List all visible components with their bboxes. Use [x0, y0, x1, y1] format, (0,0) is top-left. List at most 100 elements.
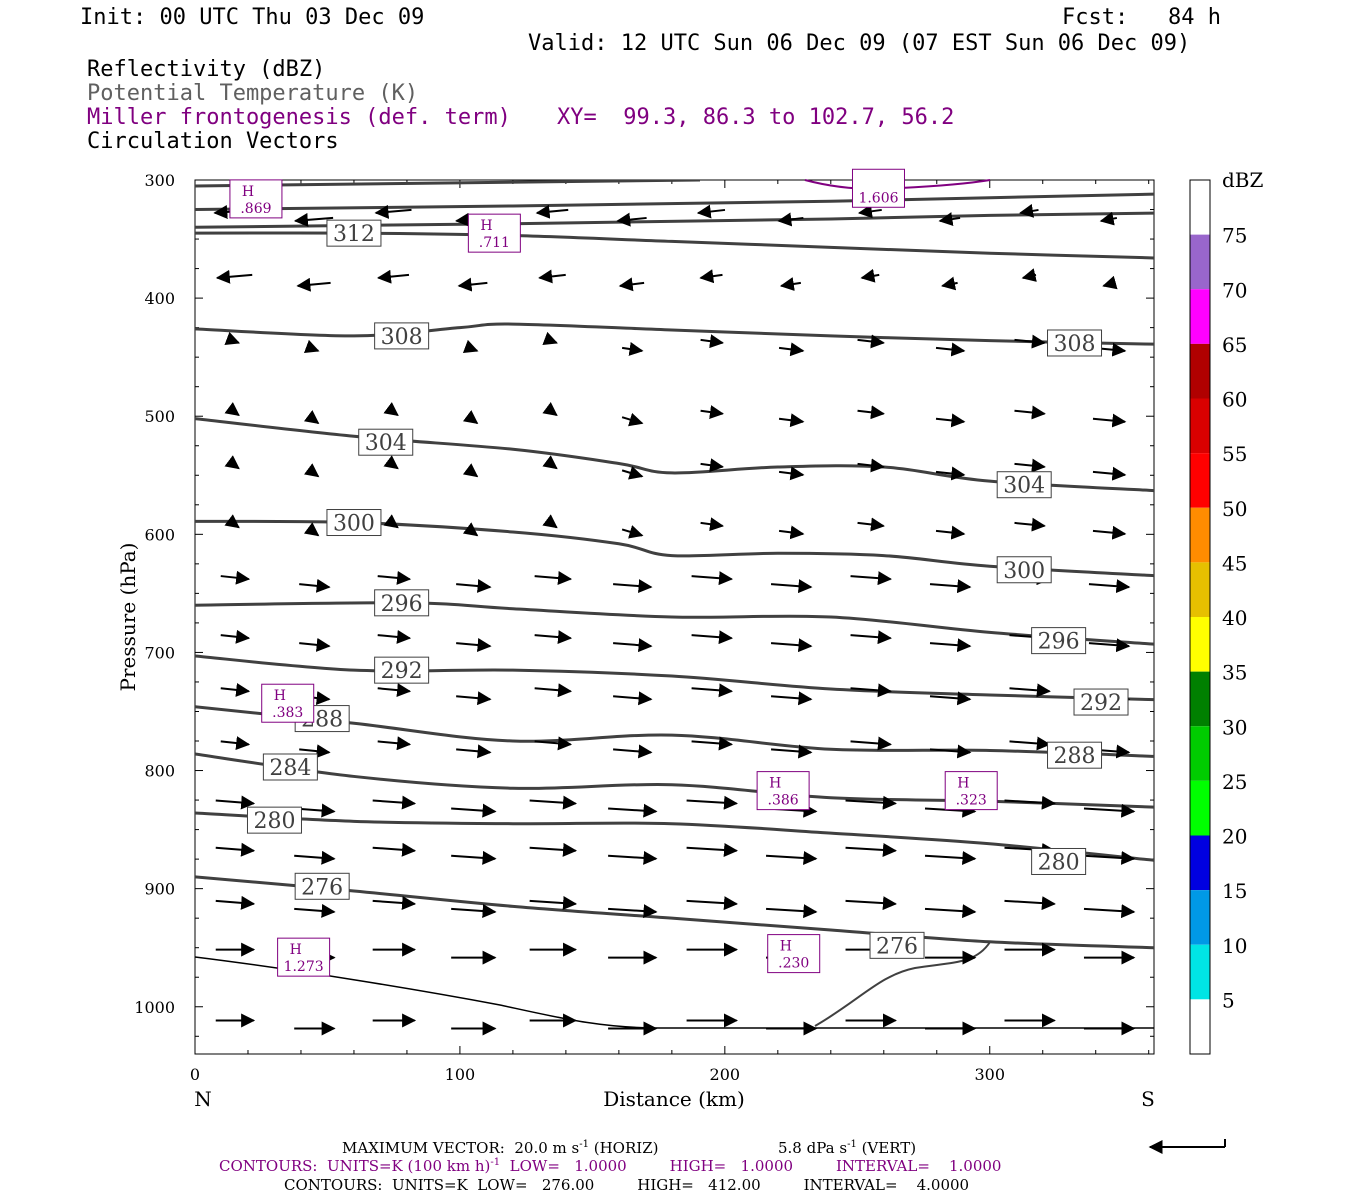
isentrope-label: 292: [374, 656, 430, 684]
circulation-vector: [1088, 579, 1131, 594]
circulation-vector: [613, 691, 653, 706]
colorbar-segment: [1190, 780, 1210, 836]
circulation-vector: [377, 683, 412, 698]
circulation-vector: [215, 795, 256, 810]
colorbar: dBZ 5 10 15 20 25 30 35 40 45 50 55 60 65 70 75: [1189, 168, 1264, 1055]
circulation-vector: [1014, 334, 1046, 349]
frontogenesis-box: [756, 771, 810, 811]
isentrope-label-text: 280: [253, 809, 295, 834]
colorbar-segment: [1190, 507, 1210, 563]
x-tick-label: 200: [710, 1065, 741, 1084]
isentrope-label-box: [246, 806, 302, 834]
colorbar-segment: [1190, 453, 1210, 508]
circulation-vector: [691, 630, 733, 645]
isentrope-label-text: 300: [1003, 559, 1045, 584]
circulation-vector: [224, 514, 240, 529]
circulation-vector: [924, 904, 977, 919]
frontogenesis-box: [277, 937, 331, 977]
circulation-vector: [686, 896, 738, 911]
circulation-vector: [613, 638, 653, 653]
circulation-vector: [608, 850, 658, 865]
x-end-label-left: N: [194, 1087, 212, 1111]
circulation-vector: [220, 570, 251, 585]
circulation-vector: [1004, 795, 1056, 810]
circulation-vector: [1092, 466, 1127, 481]
circulation-vector: [696, 204, 726, 219]
circulation-vector: [857, 517, 885, 532]
circulation-vector: [456, 638, 492, 652]
colorbar-label: 60: [1222, 388, 1247, 412]
colorbar-segment: [1190, 562, 1210, 617]
field-frontogenesis: Miller frontogenesis (def. term): [87, 105, 511, 130]
isentrope-label: 304: [358, 428, 414, 456]
circulation-vector: [700, 517, 724, 532]
frontogenesis-h-label: H: [290, 942, 302, 958]
circulation-vector: [770, 691, 813, 706]
frontogenesis-box: [229, 179, 283, 219]
frontogenesis-max: H.711: [467, 213, 521, 253]
circulation-vector: [534, 736, 573, 751]
circulation-vector: [850, 736, 892, 751]
isentrope-292: [195, 654, 1154, 702]
isentrope-label-box: [326, 219, 382, 247]
frontogenesis-box: [467, 213, 521, 253]
circulation-vector: [372, 795, 417, 810]
circulation-vector: [534, 571, 573, 585]
frontogenesis-value: .869: [240, 201, 271, 217]
circulation-vector: [457, 277, 488, 292]
circulation-vector: [451, 850, 497, 865]
circulation-vector: [850, 630, 892, 645]
frontogenesis-h-label: H: [769, 776, 781, 792]
circulation-vector: [850, 571, 892, 586]
circulation-vector: [1088, 638, 1131, 653]
isentrope-288: [195, 705, 1154, 758]
circulation-vector: [299, 578, 331, 593]
circulation-vector: [383, 402, 399, 417]
circulation-vector: [777, 212, 804, 227]
isentrope-label: 288: [1047, 741, 1103, 769]
colorbar-label: 35: [1222, 661, 1247, 685]
isentrope-label-box: [1047, 741, 1103, 769]
isentrope-label-box: [358, 428, 414, 456]
frontogenesis-max: H.386: [756, 771, 810, 811]
circulation-vector: [542, 514, 558, 529]
circulation-vector: [929, 744, 972, 759]
isentrope-label: 296: [1031, 627, 1087, 655]
colorbar-segment: [1190, 180, 1210, 235]
max-vector-horiz: MAXIMUM VECTOR: 20.0 m s-1 (HORIZ): [342, 1139, 659, 1157]
circulation-vector: [372, 842, 417, 857]
circulation-vector: [529, 842, 578, 857]
isentrope-label-box: [374, 322, 430, 350]
frontogenesis-box: [261, 683, 315, 723]
circulation-vector: [691, 736, 733, 751]
circulation-vector: [700, 405, 724, 419]
circulation-vector: [1019, 203, 1039, 218]
frontogenesis-box: [944, 771, 998, 811]
frontogenesis-value: .711: [479, 235, 510, 251]
colorbar-label: 40: [1222, 606, 1247, 630]
axis-text: 300 400 500 600 700 800 900 1000 0 100 200 300 N S Dis…: [116, 171, 1155, 1111]
cross-section-coordinates: XY= 99.3, 86.3 to 102.7, 56.2: [557, 105, 955, 130]
y-tick-label: 1000: [134, 998, 175, 1017]
circulation-vector: [1014, 405, 1046, 420]
colorbar-segment: [1190, 944, 1210, 1000]
circulation-vector: [534, 683, 573, 698]
init-time: Init: 00 UTC Thu 03 Dec 09: [80, 5, 425, 30]
isentrope-label-box: [294, 872, 350, 900]
x-tick-label: 300: [974, 1065, 1005, 1084]
frontogenesis-max: H.869: [229, 179, 283, 219]
circulation-vector: [857, 334, 885, 349]
isentrope-label-text: 296: [381, 592, 423, 617]
circulation-vector: [857, 405, 885, 420]
circulation-vector: [778, 342, 805, 357]
circulation-vector: [1009, 736, 1051, 751]
isentrope-308: [195, 322, 1154, 346]
circulation-vector: [691, 683, 733, 698]
colorbar-label: 70: [1222, 278, 1247, 302]
isentrope-label: 276: [869, 931, 925, 959]
circulation-vector: [929, 691, 972, 706]
circulation-vector: [618, 277, 645, 292]
y-tick-label: 800: [144, 762, 175, 781]
circulation-vector: [608, 904, 658, 919]
isentrope-label: 308: [1047, 329, 1103, 357]
